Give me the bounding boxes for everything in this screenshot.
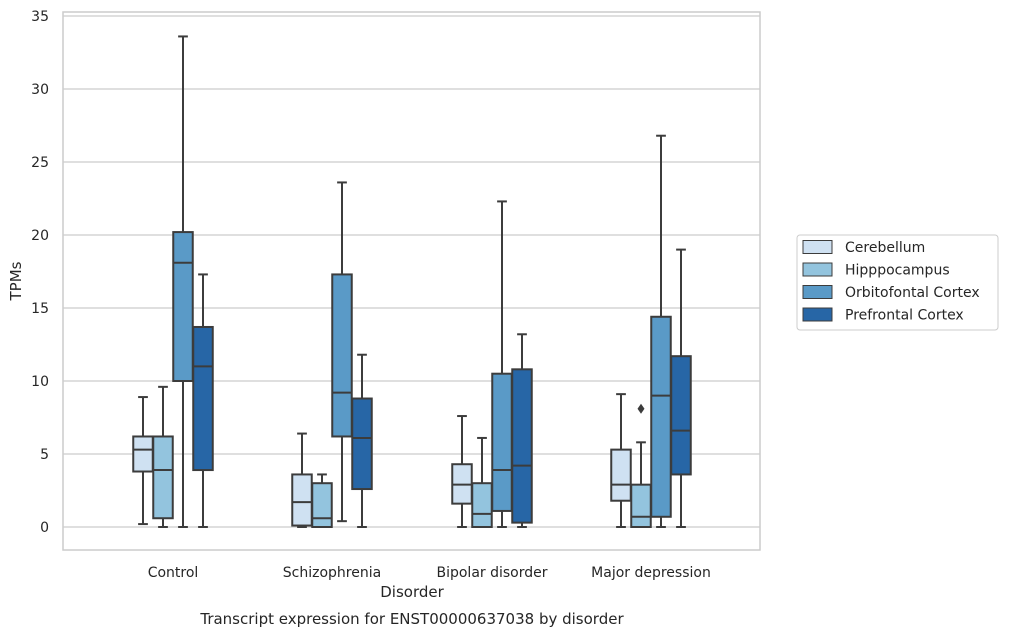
y-tick-label: 0 [40, 520, 49, 536]
legend-swatch [802, 285, 833, 299]
y-tick-label: 20 [31, 228, 49, 244]
box-orbitofontal-cortex [491, 200, 513, 528]
x-tick-label: Bipolar disorder [436, 565, 547, 581]
box-body [291, 473, 313, 527]
box-hipppocampus [471, 436, 493, 529]
box-cerebellum [132, 396, 154, 526]
box-body [610, 448, 632, 502]
box-cerebellum [610, 393, 632, 528]
box-body [192, 325, 214, 472]
box-body [471, 482, 493, 529]
box-orbitofontal-cortex [331, 181, 353, 523]
y-tick-label: 25 [31, 155, 49, 171]
legend-frame [796, 234, 999, 331]
x-axis-title: Disorder [380, 583, 444, 601]
legend: Cerebellum Hipppocampus Orbitofontal Corte… [796, 234, 999, 331]
box-body [630, 483, 652, 529]
box-cerebellum [291, 432, 313, 528]
legend-label: Prefrontal Cortex [845, 308, 964, 324]
box-series [132, 35, 692, 529]
box-body [172, 231, 194, 382]
box-body [650, 315, 672, 518]
legend-swatch [802, 262, 833, 277]
x-axis-ticks: Control Schizophrenia Bipolar disorder Majo… [148, 565, 711, 581]
box-prefrontal-cortex [670, 248, 692, 528]
x-tick-label: Major depression [591, 565, 711, 581]
box-hipppocampus [311, 473, 333, 529]
y-tick-label: 10 [31, 374, 49, 390]
box-prefrontal-cortex [511, 333, 533, 528]
y-tick-label: 30 [31, 82, 49, 98]
box-prefrontal-cortex [351, 353, 373, 528]
box-cerebellum [451, 415, 473, 528]
box-orbitofontal-cortex [650, 134, 672, 528]
y-axis-title: TPMs [7, 261, 25, 301]
legend-swatch [802, 240, 833, 254]
y-tick-label: 15 [31, 301, 49, 317]
y-axis-ticks: 0 5 10 15 20 25 30 35 [31, 9, 49, 536]
chart-caption: Transcript expression for ENST0000063703… [199, 610, 624, 628]
legend-swatch [802, 307, 833, 322]
box-orbitofontal-cortex [172, 35, 194, 528]
box-body [511, 368, 533, 524]
plot-area-frame [62, 11, 761, 551]
box-body [331, 273, 353, 438]
box-hipppocampus [152, 385, 174, 528]
box-body [351, 397, 373, 491]
box-body [152, 435, 174, 520]
legend-label: Hipppocampus [845, 263, 950, 279]
y-tick-label: 35 [31, 9, 49, 25]
x-tick-label: Control [148, 565, 199, 581]
legend-label: Orbitofontal Cortex [845, 285, 980, 301]
box-hipppocampus [630, 403, 652, 529]
x-tick-label: Schizophrenia [283, 565, 381, 581]
box-body [491, 372, 513, 512]
box-prefrontal-cortex [192, 273, 214, 528]
outlier-marker [637, 403, 645, 414]
y-tick-label: 5 [40, 447, 49, 463]
legend-label: Cerebellum [845, 240, 925, 256]
box-body [311, 482, 333, 529]
box-body [132, 435, 154, 473]
box-body [670, 355, 692, 476]
